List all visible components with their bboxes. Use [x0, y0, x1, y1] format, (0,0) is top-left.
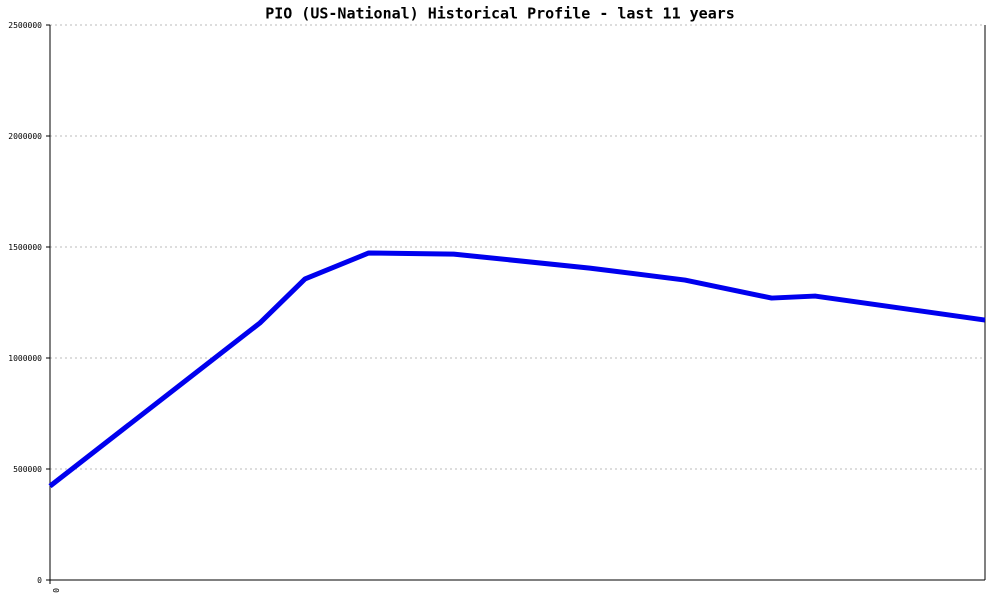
y-tick-label: 0: [37, 576, 42, 585]
y-tick-label: 2500000: [8, 21, 42, 30]
data-line: [48, 250, 986, 489]
y-tick-label: 2000000: [8, 132, 42, 141]
chart-title: PIO (US-National) Historical Profile - l…: [265, 5, 735, 23]
y-tick-label: 1500000: [8, 243, 42, 252]
y-tick-label: 1000000: [8, 354, 42, 363]
x-tick-label: 0: [51, 588, 60, 593]
y-tick-label: 500000: [13, 465, 42, 474]
